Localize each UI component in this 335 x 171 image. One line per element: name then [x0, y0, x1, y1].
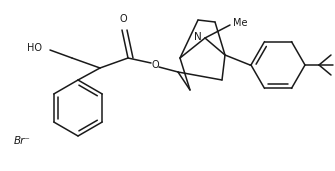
Text: Me: Me: [233, 18, 248, 28]
Text: N: N: [194, 32, 202, 42]
Text: O: O: [119, 14, 127, 24]
Text: HO: HO: [27, 43, 42, 53]
Text: Br⁻: Br⁻: [14, 136, 31, 146]
Text: O: O: [151, 60, 159, 70]
